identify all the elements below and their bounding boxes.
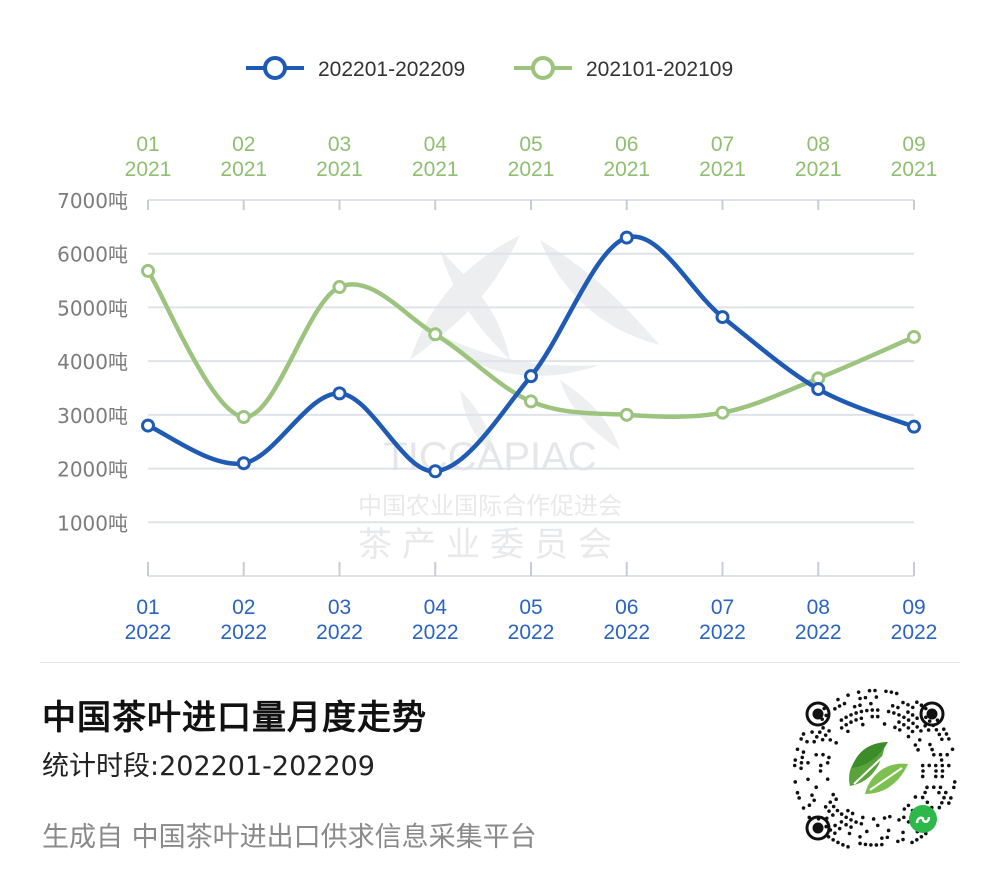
source-text: 生成自 中国茶叶进出口供求信息采集平台 xyxy=(42,822,537,853)
x-top-tick-year-2021: 2021 xyxy=(220,158,267,181)
x-top-tick-year-2021: 2021 xyxy=(603,158,650,181)
x-tick-label-2022: 05 xyxy=(519,596,542,619)
x-tick-year-2022: 2022 xyxy=(412,621,459,644)
x-tick-year-2022: 2022 xyxy=(603,621,650,644)
watermark-org-name: 中国农业国际合作促进会 xyxy=(358,492,622,520)
y-tick-label: 5000吨 xyxy=(57,296,128,320)
data-point-2022 xyxy=(236,456,251,471)
legend-marker-2021 xyxy=(531,56,555,80)
x-top-tick-year-2021: 2021 xyxy=(795,158,842,181)
x-tick-year-2022: 2022 xyxy=(316,621,363,644)
x-top-tick-label-2021: 08 xyxy=(807,133,830,156)
data-point-2022 xyxy=(428,464,443,479)
x-tick-label-2022: 06 xyxy=(615,596,638,619)
tea-leaf-icon xyxy=(849,742,908,794)
grid-lines xyxy=(148,199,914,524)
data-point-2021 xyxy=(524,394,538,409)
data-point-2022 xyxy=(715,310,730,325)
legend-label-2022: 202201-202209 xyxy=(318,58,465,81)
x-tick-label-2022: 02 xyxy=(232,596,255,619)
watermark-committee: 茶产业委员会 xyxy=(358,525,622,565)
x-tick-label-2022: 03 xyxy=(328,596,351,619)
data-point-2021 xyxy=(141,263,155,278)
mini-program-icon xyxy=(909,805,937,833)
legend-marker-2022 xyxy=(263,56,287,80)
legend[interactable]: 202201-202209 202101-202109 xyxy=(246,56,733,81)
data-point-2022 xyxy=(811,382,826,397)
watermark-acronym: TICCAPIAC xyxy=(383,435,596,479)
divider xyxy=(40,662,960,663)
x-top-tick-year-2021: 2021 xyxy=(699,158,746,181)
y-tick-label: 1000吨 xyxy=(57,511,128,535)
y-tick-label: 3000吨 xyxy=(57,404,128,428)
x-top-tick-year-2021: 2021 xyxy=(508,158,555,181)
x-top-tick-year-2021: 2021 xyxy=(316,158,363,181)
x-top-tick-label-2021: 01 xyxy=(136,133,159,156)
data-point-2021 xyxy=(907,329,921,344)
data-point-2022 xyxy=(619,230,634,245)
chart-title: 中国茶叶进口量月度走势 xyxy=(42,698,427,738)
x-top-tick-label-2021: 07 xyxy=(711,133,734,156)
legend-label-2021: 202101-202109 xyxy=(586,58,733,81)
x-top-tick-label-2021: 09 xyxy=(902,133,925,156)
x-tick-year-2022: 2022 xyxy=(125,621,172,644)
data-point-2021 xyxy=(236,410,251,425)
x-top-tick-label-2021: 03 xyxy=(328,133,351,156)
y-tick-label: 4000吨 xyxy=(57,350,128,374)
x-top-tick-label-2021: 05 xyxy=(519,133,542,156)
axes: 1000吨2000吨3000吨4000吨5000吨6000吨7000吨01202… xyxy=(57,133,937,644)
y-tick-label: 6000吨 xyxy=(57,243,128,267)
x-top-tick-label-2021: 02 xyxy=(232,133,255,156)
qr-finder-patterns xyxy=(805,701,945,841)
data-point-2022 xyxy=(907,419,921,434)
mini-program-qr-code[interactable] xyxy=(790,686,960,856)
data-point-2021 xyxy=(619,407,634,422)
data-point-2022 xyxy=(524,369,538,384)
x-tick-year-2022: 2022 xyxy=(508,621,555,644)
series-lines xyxy=(141,230,921,479)
x-top-tick-year-2021: 2021 xyxy=(891,158,938,181)
y-tick-label: 7000吨 xyxy=(57,189,128,213)
data-point-2022 xyxy=(332,386,347,401)
x-top-tick-label-2021: 04 xyxy=(424,133,448,156)
x-tick-label-2022: 09 xyxy=(902,596,925,619)
data-point-2021 xyxy=(428,327,443,342)
x-tick-label-2022: 08 xyxy=(807,596,830,619)
x-top-tick-year-2021: 2021 xyxy=(412,158,459,181)
data-point-2021 xyxy=(332,280,347,295)
x-tick-year-2022: 2022 xyxy=(891,621,938,644)
stat-period: 统计时段:202201-202209 xyxy=(42,751,375,782)
x-top-tick-year-2021: 2021 xyxy=(125,158,172,181)
chart: TICCAPIAC 中国农业国际合作促进会 茶产业委员会 202201-2022… xyxy=(57,56,937,644)
series-line-2021 xyxy=(145,268,917,420)
x-top-tick-label-2021: 06 xyxy=(615,133,638,156)
x-tick-label-2022: 07 xyxy=(711,596,734,619)
y-tick-label: 2000吨 xyxy=(57,458,128,482)
data-point-2022 xyxy=(141,418,155,433)
x-tick-year-2022: 2022 xyxy=(699,621,746,644)
x-tick-label-2022: 04 xyxy=(424,596,448,619)
x-tick-year-2022: 2022 xyxy=(220,621,267,644)
x-tick-year-2022: 2022 xyxy=(795,621,842,644)
x-tick-label-2022: 01 xyxy=(136,596,159,619)
data-point-2021 xyxy=(715,405,730,420)
